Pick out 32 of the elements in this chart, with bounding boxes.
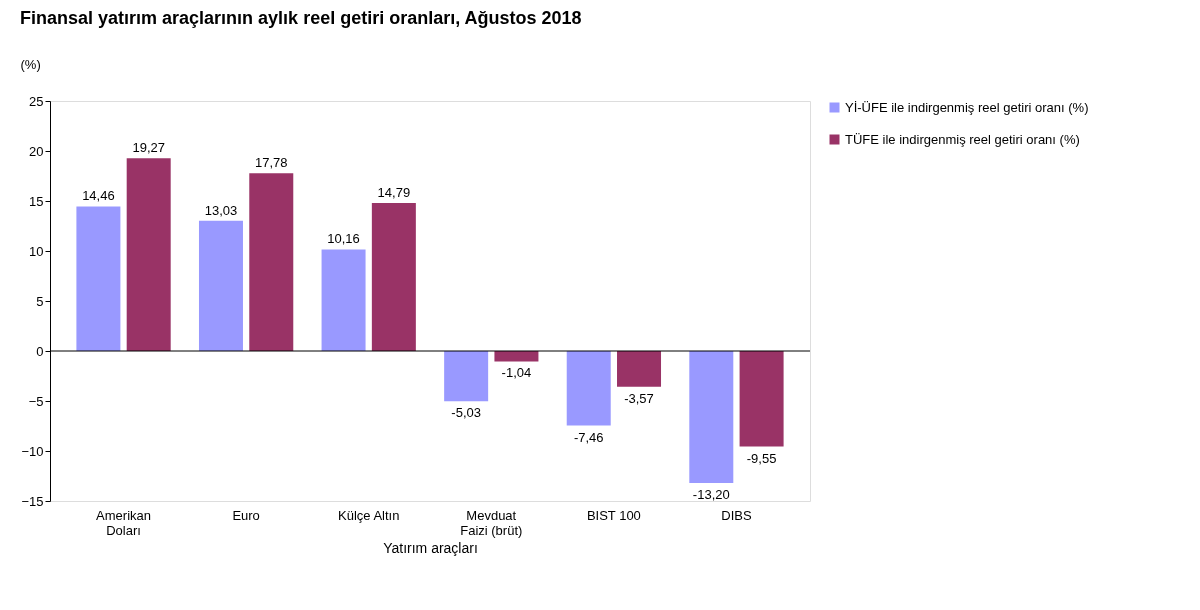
data-label: -13,20 xyxy=(692,487,730,502)
data-label: 13,03 xyxy=(204,202,238,218)
x-tick-label: Euro xyxy=(232,507,260,523)
data-label: 14,79 xyxy=(377,185,411,201)
y-axis-title: (%) xyxy=(20,56,41,72)
x-axis-title: Yatırım araçları xyxy=(383,539,478,556)
x-tick-label: DIBS xyxy=(721,507,752,523)
x-tick-label: Mevduat Faizi (brüt) xyxy=(460,507,523,538)
data-label: 19,27 xyxy=(132,140,165,156)
y-tick-label: 10 xyxy=(29,243,44,259)
data-label: -9,55 xyxy=(746,450,777,466)
y-tick-label: 25 xyxy=(29,93,44,109)
y-tick-label: 20 xyxy=(29,143,44,159)
data-label: -7,46 xyxy=(573,429,604,445)
y-tick-label: −15 xyxy=(21,493,44,509)
legend-label: TÜFE ile indirgenmiş reel getiri oranı (%) xyxy=(845,131,1080,147)
x-tick-label: Amerikan Doları xyxy=(96,507,152,538)
x-tick-label: Külçe Altın xyxy=(337,507,400,523)
legend-label: Yİ-ÜFE ile indirgenmiş reel getiri oranı (%) xyxy=(845,99,1089,115)
data-label: -5,03 xyxy=(451,405,481,421)
x-tick-label: BIST 100 xyxy=(586,507,641,523)
data-label: 14,46 xyxy=(82,188,115,204)
y-tick-label: 5 xyxy=(36,293,44,309)
chart-title: Finansal yatırım araçlarının aylık reel getiri oranları, Ağustos 2018 xyxy=(20,8,582,28)
data-label: 17,78 xyxy=(255,155,288,171)
data-label: -3,57 xyxy=(624,390,654,406)
y-tick-label: 0 xyxy=(36,343,44,359)
data-label: 10,16 xyxy=(327,231,360,247)
y-tick-label: 15 xyxy=(29,193,44,209)
y-tick-label: −5 xyxy=(28,393,44,409)
data-label: -1,04 xyxy=(501,365,532,381)
y-tick-label: −10 xyxy=(21,443,44,459)
